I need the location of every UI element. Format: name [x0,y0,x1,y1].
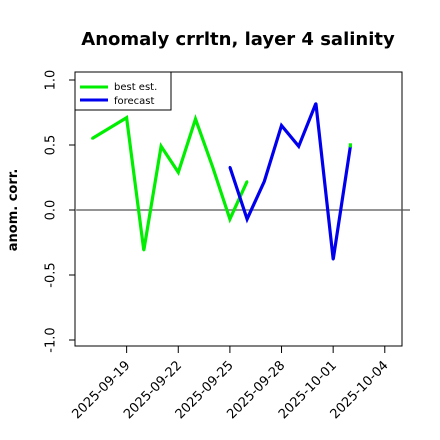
plot-frame [74,71,403,347]
series-line-best-est--pre-forecast [91,114,249,251]
legend: best est. forecast [74,71,172,111]
y-tick-label: -1.0 [44,327,59,352]
series-layer [91,102,352,261]
data-point [177,171,180,174]
legend-label-best-est: best est. [114,82,157,93]
data-point [228,165,232,169]
y-tick-label: 1.0 [44,70,59,91]
data-point [331,258,335,261]
data-point [211,165,214,169]
data-point [263,180,266,183]
data-point [349,145,352,148]
data-point [91,137,94,140]
data-point [297,145,300,148]
data-point [280,124,283,127]
y-tick-label: -0.5 [44,262,59,287]
data-point [245,217,249,221]
series-line-forecast-forecast [228,102,352,260]
data-point [228,217,232,221]
data-point [108,126,111,130]
data-point [245,180,249,183]
data-point [125,116,128,119]
data-point [159,145,163,148]
data-point [142,249,146,252]
legend-label-forecast: forecast [114,96,155,107]
y-tick-label: 0.5 [44,135,59,156]
y-axis: -1.0 -0.5 0.0 0.5 1.0 [44,70,75,353]
data-point [194,117,197,121]
y-axis-label: anom. corr. [6,169,21,252]
y-tick-label: 0.0 [44,200,59,221]
data-point [314,102,318,105]
legend-box [74,71,172,111]
x-axis: 2025-09-192025-09-222025-09-252025-09-28… [69,346,392,422]
chart-title: Anomaly crrltn, layer 4 salinity [81,29,395,50]
